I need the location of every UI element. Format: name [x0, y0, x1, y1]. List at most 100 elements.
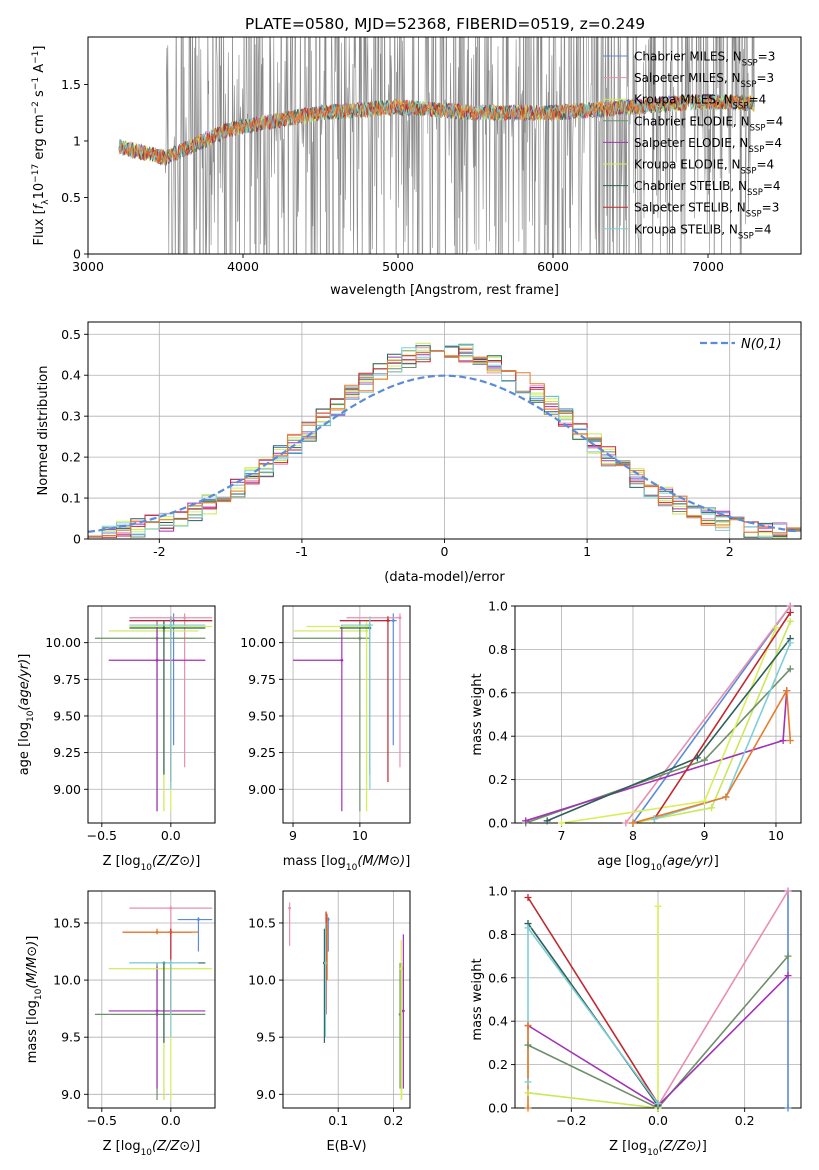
y-tick-label: 0.4: [488, 729, 508, 744]
y-tick-label: 9.75: [248, 672, 276, 687]
weight-marker-orange: [524, 1104, 532, 1112]
axis-label: age [log10(age/yr)]: [17, 654, 36, 776]
y-tick-label: 9.0: [61, 1087, 81, 1102]
histogram-kroupa_stelib: [88, 344, 801, 539]
data-point-kroupa_stelib: [169, 623, 173, 627]
x-axis-label: (data-model)/error: [384, 570, 505, 585]
x-tick-label: 0.0: [161, 828, 181, 843]
weight-marker-chabrier_elodie: [524, 1041, 532, 1049]
weight-marker-kroupa_stelib: [650, 815, 658, 823]
x-tick-label: 0.2: [735, 1113, 755, 1128]
axes-mass_vs_Z: −0.5 0.0 9.0 9.5 10.0 10.5 Z [log10(Z/Z⊙)] mass…: [25, 890, 216, 1158]
x-tick-label: 5000: [382, 259, 414, 274]
weight-series-salpeter_stelib: [527, 897, 659, 1105]
x-tick-label: 6000: [537, 259, 569, 274]
y-tick-label: 9.50: [248, 708, 276, 723]
data-point-kroupa_elodie: [399, 967, 403, 971]
y-tick-label: 0.2: [488, 1057, 508, 1072]
weight-marker-salpeter_elodie: [522, 817, 530, 825]
x-tick-label: −0.5: [87, 828, 117, 843]
x-tick-label: 4000: [227, 259, 259, 274]
weight-series-salpeter_stelib: [653, 612, 791, 820]
y-tick-label: 10.5: [53, 915, 81, 930]
data-point-orange: [325, 930, 329, 934]
weight-marker-kroupa_miles: [708, 804, 716, 812]
figure-title: PLATE=0580, MJD=52368, FIBERID=0519, z=0…: [245, 15, 645, 33]
data-point-salpeter_stelib: [386, 619, 390, 623]
weight-marker-salpeter_elodie: [784, 972, 792, 980]
y-tick-label: 10.00: [240, 635, 276, 650]
y-tick-label: 0.2: [61, 450, 81, 465]
y-axis-label: Normed distribution: [36, 366, 51, 496]
y-tick-label: 0.5: [61, 327, 81, 342]
x-tick-label: 0: [441, 544, 449, 559]
plot-area-spectrum: [118, 37, 755, 254]
plot-area-residuals: [88, 342, 801, 539]
weight-marker-kroupa_miles: [786, 617, 794, 625]
x-tick-label: 3000: [72, 259, 104, 274]
axes-frame: [282, 605, 411, 824]
y-tick-label: 0.1: [61, 491, 81, 506]
y-axis-label: Flux [fλ10−17 erg cm−2 s−1 A−1]: [31, 46, 51, 246]
axes-residuals: -2 -1 0 1 2 0 0.1 0.2 0.3 0.4 0.5 N(0,1) (data-model…: [36, 321, 802, 585]
weight-series-orange: [632, 687, 792, 823]
axis-label: Z [log10(Z/Z⊙)]: [103, 854, 201, 873]
weight-marker-kroupa_elodie: [557, 819, 565, 827]
weight-series-salpeter_miles: [625, 606, 791, 823]
axes-massweight_vs_age: 7 8 9 10 0.0 0.2 0.4 0.6 0.8 1.0 age [log10(age/yr…: [470, 599, 802, 873]
plot-area-mass_vs_ebv: [288, 902, 405, 1101]
y-tick-label: 1.0: [488, 884, 508, 899]
axis-label: Z [log10(Z/Z⊙)]: [609, 1139, 707, 1158]
x-tick-label: 0.2: [383, 1113, 403, 1128]
weight-marker-chabrier_elodie: [784, 952, 792, 960]
y-tick-label: 9.5: [256, 1030, 276, 1045]
weight-marker-salpeter_miles: [784, 887, 792, 895]
data-point-salpeter_elodie: [155, 1009, 159, 1013]
data-point-salpeter_elodie: [155, 658, 159, 662]
x-tick-label: -2: [153, 544, 165, 559]
x-tick-label: 2: [726, 544, 734, 559]
weight-marker-kroupa_stelib: [654, 1100, 662, 1108]
weight-marker-chabrier_miles: [784, 1104, 792, 1112]
weight-marker-kroupa_elodie: [772, 624, 780, 632]
y-tick-label: 0.6: [488, 685, 508, 700]
weight-marker-salpeter_elodie: [779, 737, 787, 745]
y-tick-label: 10.5: [248, 915, 276, 930]
y-tick-label: 0.4: [488, 1014, 508, 1029]
weight-marker-salpeter_stelib: [524, 894, 532, 902]
y-axis-label: mass weight: [470, 673, 485, 755]
y-tick-label: 1.0: [488, 599, 508, 614]
data-point-salpeter_miles: [398, 616, 402, 620]
plot-area-mass_vs_Z: [94, 905, 213, 1101]
weight-marker-kroupa_stelib: [786, 639, 794, 647]
axes-frame: [87, 890, 216, 1109]
weight-marker-kroupa_miles: [524, 1089, 532, 1097]
weight-marker-salpeter_stelib: [786, 609, 794, 617]
weight-marker-kroupa_elodie: [700, 797, 708, 805]
axis-label: E(B-V): [326, 1139, 366, 1154]
y-tick-label: 0.8: [488, 642, 508, 657]
y-tick-label: 10.0: [53, 973, 81, 988]
plot-area-age_vs_mass: [293, 613, 402, 812]
axes-frame: [282, 890, 411, 1109]
data-point-kroupa_stelib: [368, 623, 372, 627]
axis-label: age [log10(age/yr)]: [597, 854, 719, 873]
x-tick-label: 0.0: [161, 1113, 181, 1128]
weight-marker-orange: [524, 1022, 532, 1030]
weight-marker-kroupa_stelib: [524, 1078, 532, 1086]
data-point-salpeter_miles: [183, 616, 187, 620]
data-point-salpeter_elodie: [401, 1009, 405, 1013]
y-tick-label: 9.00: [53, 782, 81, 797]
x-tick-label: −0.2: [556, 1113, 586, 1128]
y-tick-label: 9.0: [256, 1087, 276, 1102]
data-point-chabrier_stelib: [162, 626, 166, 630]
weight-marker-chabrier_elodie: [786, 665, 794, 673]
data-point-kroupa_stelib: [169, 961, 173, 965]
observed-spectrum: [118, 37, 755, 254]
y-tick-label: 0.0: [488, 816, 508, 831]
weight-marker-orange: [786, 737, 794, 745]
data-point-chabrier_miles: [197, 918, 200, 921]
y-tick-label: 10.0: [248, 973, 276, 988]
weight-series-chabrier_elodie: [527, 955, 789, 1108]
